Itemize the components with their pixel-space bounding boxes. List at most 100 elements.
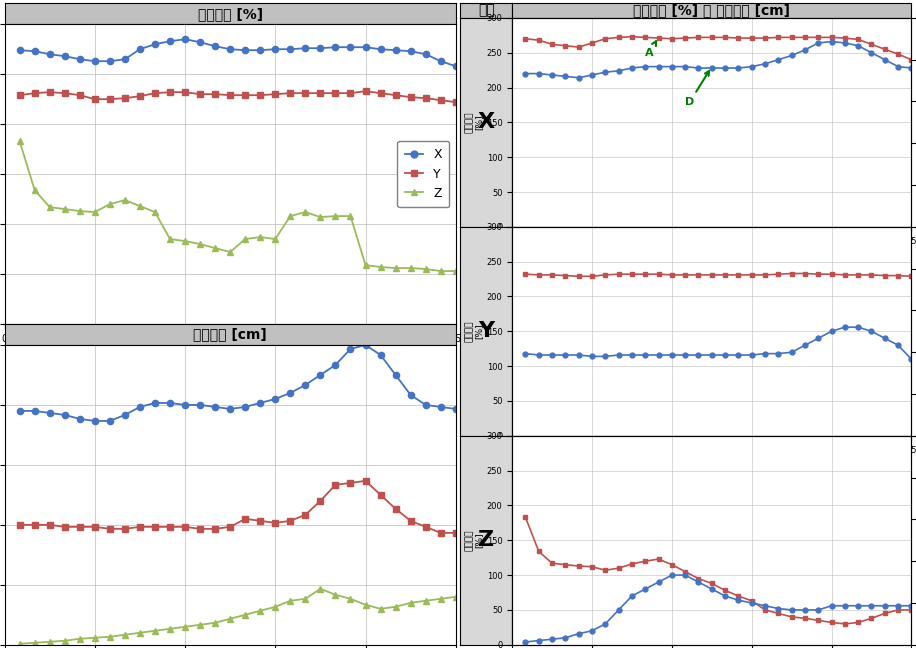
Y [240, 91, 251, 99]
X-axis label: 스프링 원처짔 [cm]: 스프링 원처짔 [cm] [680, 251, 744, 261]
Y [375, 89, 386, 97]
Y [44, 88, 55, 96]
Y [90, 95, 101, 103]
X [104, 57, 115, 65]
Text: X: X [477, 112, 495, 132]
Y [104, 95, 115, 103]
Z [270, 235, 281, 243]
X [315, 44, 326, 52]
Y [360, 87, 371, 95]
X [451, 62, 462, 70]
Y [74, 91, 85, 99]
Y-axis label: 가속도비
[%]: 가속도비 [%] [464, 529, 484, 551]
X [420, 51, 431, 58]
Line: X: X [16, 36, 459, 69]
Y-axis label: 가속도비
[%]: 가속도비 [%] [464, 111, 484, 133]
Y [119, 94, 130, 102]
Text: 방향: 방향 [478, 3, 495, 17]
Y [420, 94, 431, 102]
X [224, 45, 235, 53]
Z [375, 263, 386, 271]
Z [255, 233, 266, 241]
Z [165, 235, 176, 243]
Z [451, 267, 462, 275]
X [360, 43, 371, 51]
X [165, 38, 176, 45]
Y [255, 91, 266, 99]
Z [210, 244, 221, 252]
Line: Y: Y [16, 88, 459, 105]
Y [270, 90, 281, 98]
X [300, 44, 311, 52]
X-axis label: 스프링 원처짔 [cm]: 스프링 원처짔 [cm] [194, 349, 267, 359]
X [29, 47, 40, 55]
Z [119, 196, 130, 204]
Text: Z: Z [478, 530, 495, 550]
Line: Z: Z [16, 138, 459, 274]
Z [330, 212, 341, 220]
X [149, 40, 160, 48]
Y [435, 97, 446, 104]
Y [165, 88, 176, 96]
Y [180, 88, 191, 96]
X [390, 46, 401, 54]
X [375, 45, 386, 53]
Text: 응답변위 [cm]: 응답변위 [cm] [193, 327, 267, 341]
X [330, 43, 341, 51]
Y [29, 89, 40, 97]
X [210, 42, 221, 50]
Y [345, 89, 356, 97]
Y [390, 91, 401, 99]
Y [60, 89, 71, 97]
Z [14, 137, 25, 145]
X [180, 36, 191, 43]
X [345, 43, 356, 51]
Y [451, 98, 462, 106]
Y [135, 92, 146, 100]
Text: A: A [645, 41, 656, 58]
Z [315, 213, 326, 221]
Z [60, 205, 71, 213]
X [270, 45, 281, 53]
Z [74, 207, 85, 215]
X [60, 52, 71, 60]
Text: D: D [685, 71, 709, 107]
X [44, 51, 55, 58]
Y [224, 91, 235, 99]
Z [405, 264, 416, 272]
Y [14, 91, 25, 99]
Text: Y: Y [478, 321, 495, 341]
X [405, 47, 416, 55]
Y-axis label: 가속도비
[%]: 가속도비 [%] [464, 321, 484, 342]
Z [180, 237, 191, 245]
Z [300, 208, 311, 216]
X [285, 45, 296, 53]
Legend: X, Y, Z: X, Y, Z [398, 141, 450, 207]
X [240, 46, 251, 54]
Z [390, 264, 401, 272]
Z [224, 248, 235, 256]
Y [194, 90, 205, 98]
Y [300, 89, 311, 97]
Y [210, 90, 221, 98]
Z [360, 261, 371, 269]
X [435, 57, 446, 65]
Z [29, 186, 40, 194]
Z [285, 212, 296, 220]
Y [285, 89, 296, 97]
X [119, 55, 130, 63]
Text: 가속도비 [%]: 가속도비 [%] [198, 6, 263, 21]
Y [330, 89, 341, 97]
Z [104, 200, 115, 208]
Z [435, 267, 446, 275]
Z [345, 212, 356, 220]
Z [194, 240, 205, 248]
Z [240, 235, 251, 243]
Z [44, 203, 55, 211]
Z [420, 265, 431, 273]
X [194, 38, 205, 46]
Text: 가속도비 [%] 의 응답변위 [cm]: 가속도비 [%] 의 응답변위 [cm] [633, 3, 791, 17]
X [14, 46, 25, 54]
X-axis label: 스프링 원처짔 [cm]: 스프링 원처짔 [cm] [680, 460, 744, 470]
Z [135, 202, 146, 210]
